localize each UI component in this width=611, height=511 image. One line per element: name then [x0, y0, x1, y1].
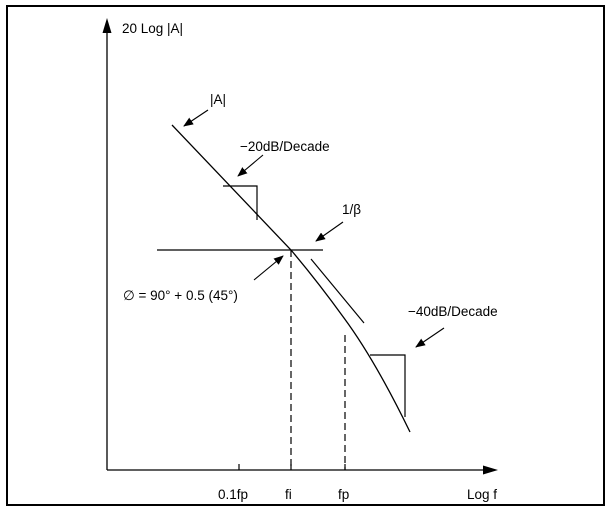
phase-margin-label: ∅ = 90° + 0.5 (45°) [123, 288, 238, 303]
leader-arrow-gain [183, 109, 209, 127]
x-tick-label-tenth-fp: 0.1fp [218, 487, 248, 502]
x-tick-label-fi: fi [285, 487, 292, 502]
leader-arrow-slope-40 [415, 327, 445, 348]
gain-curve-label: |A| [210, 92, 226, 107]
leader-arrow-phase [253, 255, 284, 281]
y-axis-arrowhead [102, 18, 112, 33]
slope-20-label: −20dB/Decade [240, 139, 330, 154]
tangent-line [310, 258, 365, 324]
x-axis-arrowhead [483, 465, 498, 475]
x-tick-label-fp: fp [338, 487, 349, 502]
x-axis-label: Log f [467, 487, 497, 502]
leader-arrow-slope-20 [237, 154, 264, 177]
y-axis-label: 20 Log |A| [122, 21, 183, 36]
figure-frame [6, 5, 605, 506]
slope-triangle-40db [370, 354, 406, 417]
slope-40-label: −40dB/Decade [408, 304, 498, 319]
gain-curve [171, 124, 411, 433]
slope-triangle-20db [223, 185, 258, 220]
leader-arrow-feedback [315, 221, 344, 242]
feedback-line-label: 1/β [342, 202, 361, 217]
